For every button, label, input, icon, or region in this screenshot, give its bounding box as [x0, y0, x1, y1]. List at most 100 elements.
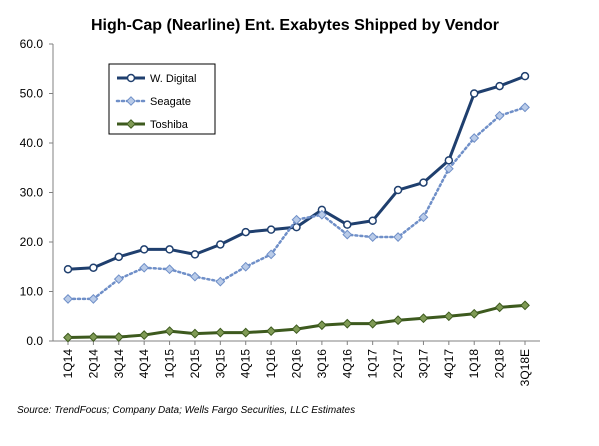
point-seagate [63, 294, 73, 304]
point-seagate [367, 232, 378, 242]
point-w-digital [216, 240, 225, 249]
y-tick-label: 60.0 [20, 37, 44, 51]
point-seagate [215, 276, 226, 287]
point-w-digital [292, 222, 301, 232]
point-toshiba [469, 308, 480, 319]
point-w-digital [469, 89, 479, 98]
x-tick-label: 2Q18 [493, 349, 507, 379]
point-w-digital [266, 225, 276, 234]
point-toshiba [418, 313, 429, 324]
point-seagate [291, 214, 302, 225]
point-seagate [494, 110, 505, 121]
x-tick-label: 1Q16 [264, 349, 278, 379]
legend-label-w-digital: W. Digital [150, 73, 196, 85]
point-seagate [443, 163, 454, 174]
legend-marker-w-digital [126, 73, 136, 83]
x-tick-label: 1Q14 [61, 349, 75, 379]
series-toshiba [63, 300, 530, 343]
point-seagate [88, 294, 99, 304]
x-tick-label: 4Q16 [340, 349, 354, 379]
point-w-digital [63, 264, 73, 274]
point-w-digital [419, 178, 428, 187]
point-seagate [520, 102, 530, 113]
legend-box [108, 63, 216, 135]
x-tick-label: 3Q14 [112, 349, 126, 379]
y-tick-label: 30.0 [20, 186, 44, 200]
point-seagate [139, 262, 150, 273]
series-seagate [63, 102, 530, 304]
point-seagate [164, 264, 175, 275]
x-tick-label: 3Q17 [416, 349, 430, 379]
series-w-digital [63, 71, 530, 274]
point-toshiba [316, 320, 327, 331]
point-w-digital [190, 250, 200, 259]
x-tick-label: 3Q15 [213, 349, 227, 379]
source-note: Source: TrendFocus; Company Data; Wells … [17, 405, 355, 416]
y-tick-label: 0.0 [26, 334, 43, 348]
point-seagate [266, 249, 277, 260]
point-w-digital [393, 185, 403, 195]
legend-label-toshiba: Toshiba [150, 119, 189, 131]
point-seagate [418, 212, 429, 223]
x-tick-label: 4Q14 [137, 349, 151, 379]
point-toshiba [139, 330, 150, 340]
series-layer [63, 71, 530, 343]
point-seagate [113, 274, 124, 285]
point-seagate [190, 271, 200, 282]
point-toshiba [520, 300, 530, 311]
x-tick-label: 2Q17 [391, 349, 405, 379]
point-toshiba [215, 327, 226, 338]
point-w-digital [368, 216, 377, 225]
point-seagate [469, 133, 480, 143]
point-toshiba [393, 315, 403, 326]
y-axis-ticks: 0.0 10.0 20.0 30.0 40.0 50.0 60.0 [20, 37, 53, 348]
point-seagate [240, 261, 251, 272]
legend-marker-toshiba [126, 119, 136, 129]
point-toshiba [190, 328, 200, 339]
x-tick-label: 4Q17 [442, 349, 456, 379]
y-tick-label: 40.0 [20, 136, 44, 150]
x-tick-label: 1Q17 [366, 349, 380, 379]
point-seagate [342, 229, 353, 240]
point-toshiba [113, 332, 124, 342]
point-w-digital [343, 220, 352, 229]
point-w-digital [444, 156, 454, 165]
point-w-digital [89, 263, 98, 272]
x-tick-label: 1Q15 [163, 349, 177, 379]
chart-title: High-Cap (Nearline) Ent. Exabytes Shippe… [91, 17, 499, 34]
x-tick-label: 2Q15 [188, 349, 202, 379]
legend-marker-seagate [126, 96, 136, 106]
point-seagate [393, 232, 403, 242]
x-tick-label: 2Q16 [290, 349, 304, 379]
legend-label-seagate: Seagate [150, 96, 191, 108]
point-w-digital [114, 252, 124, 262]
point-w-digital [139, 245, 149, 254]
point-toshiba [494, 302, 505, 313]
point-toshiba [240, 327, 251, 338]
y-tick-label: 20.0 [20, 235, 44, 249]
point-toshiba [88, 332, 99, 342]
x-tick-label: 4Q15 [239, 349, 253, 379]
point-toshiba [443, 311, 454, 322]
point-toshiba [63, 332, 73, 343]
point-seagate [316, 209, 327, 220]
x-tick-label: 3Q18E [518, 349, 532, 386]
point-w-digital [241, 227, 250, 237]
x-tick-label: 1Q18 [467, 349, 481, 379]
point-toshiba [342, 318, 353, 329]
point-toshiba [164, 326, 175, 337]
x-tick-label: 3Q16 [315, 349, 329, 379]
y-tick-label: 10.0 [20, 285, 44, 299]
point-w-digital [495, 81, 504, 91]
point-w-digital [520, 71, 530, 81]
point-w-digital [165, 245, 174, 254]
x-tick-label: 2Q14 [86, 349, 100, 379]
x-axis-ticks: 1Q14 2Q14 3Q14 4Q14 1Q15 2Q15 3Q15 4Q15 1Q16 2Q16… [61, 341, 532, 386]
legend: W. Digital Seagate Toshiba [108, 63, 216, 135]
point-toshiba [291, 324, 302, 335]
point-toshiba [266, 326, 277, 337]
y-tick-label: 50.0 [20, 87, 44, 101]
point-toshiba [367, 318, 378, 329]
